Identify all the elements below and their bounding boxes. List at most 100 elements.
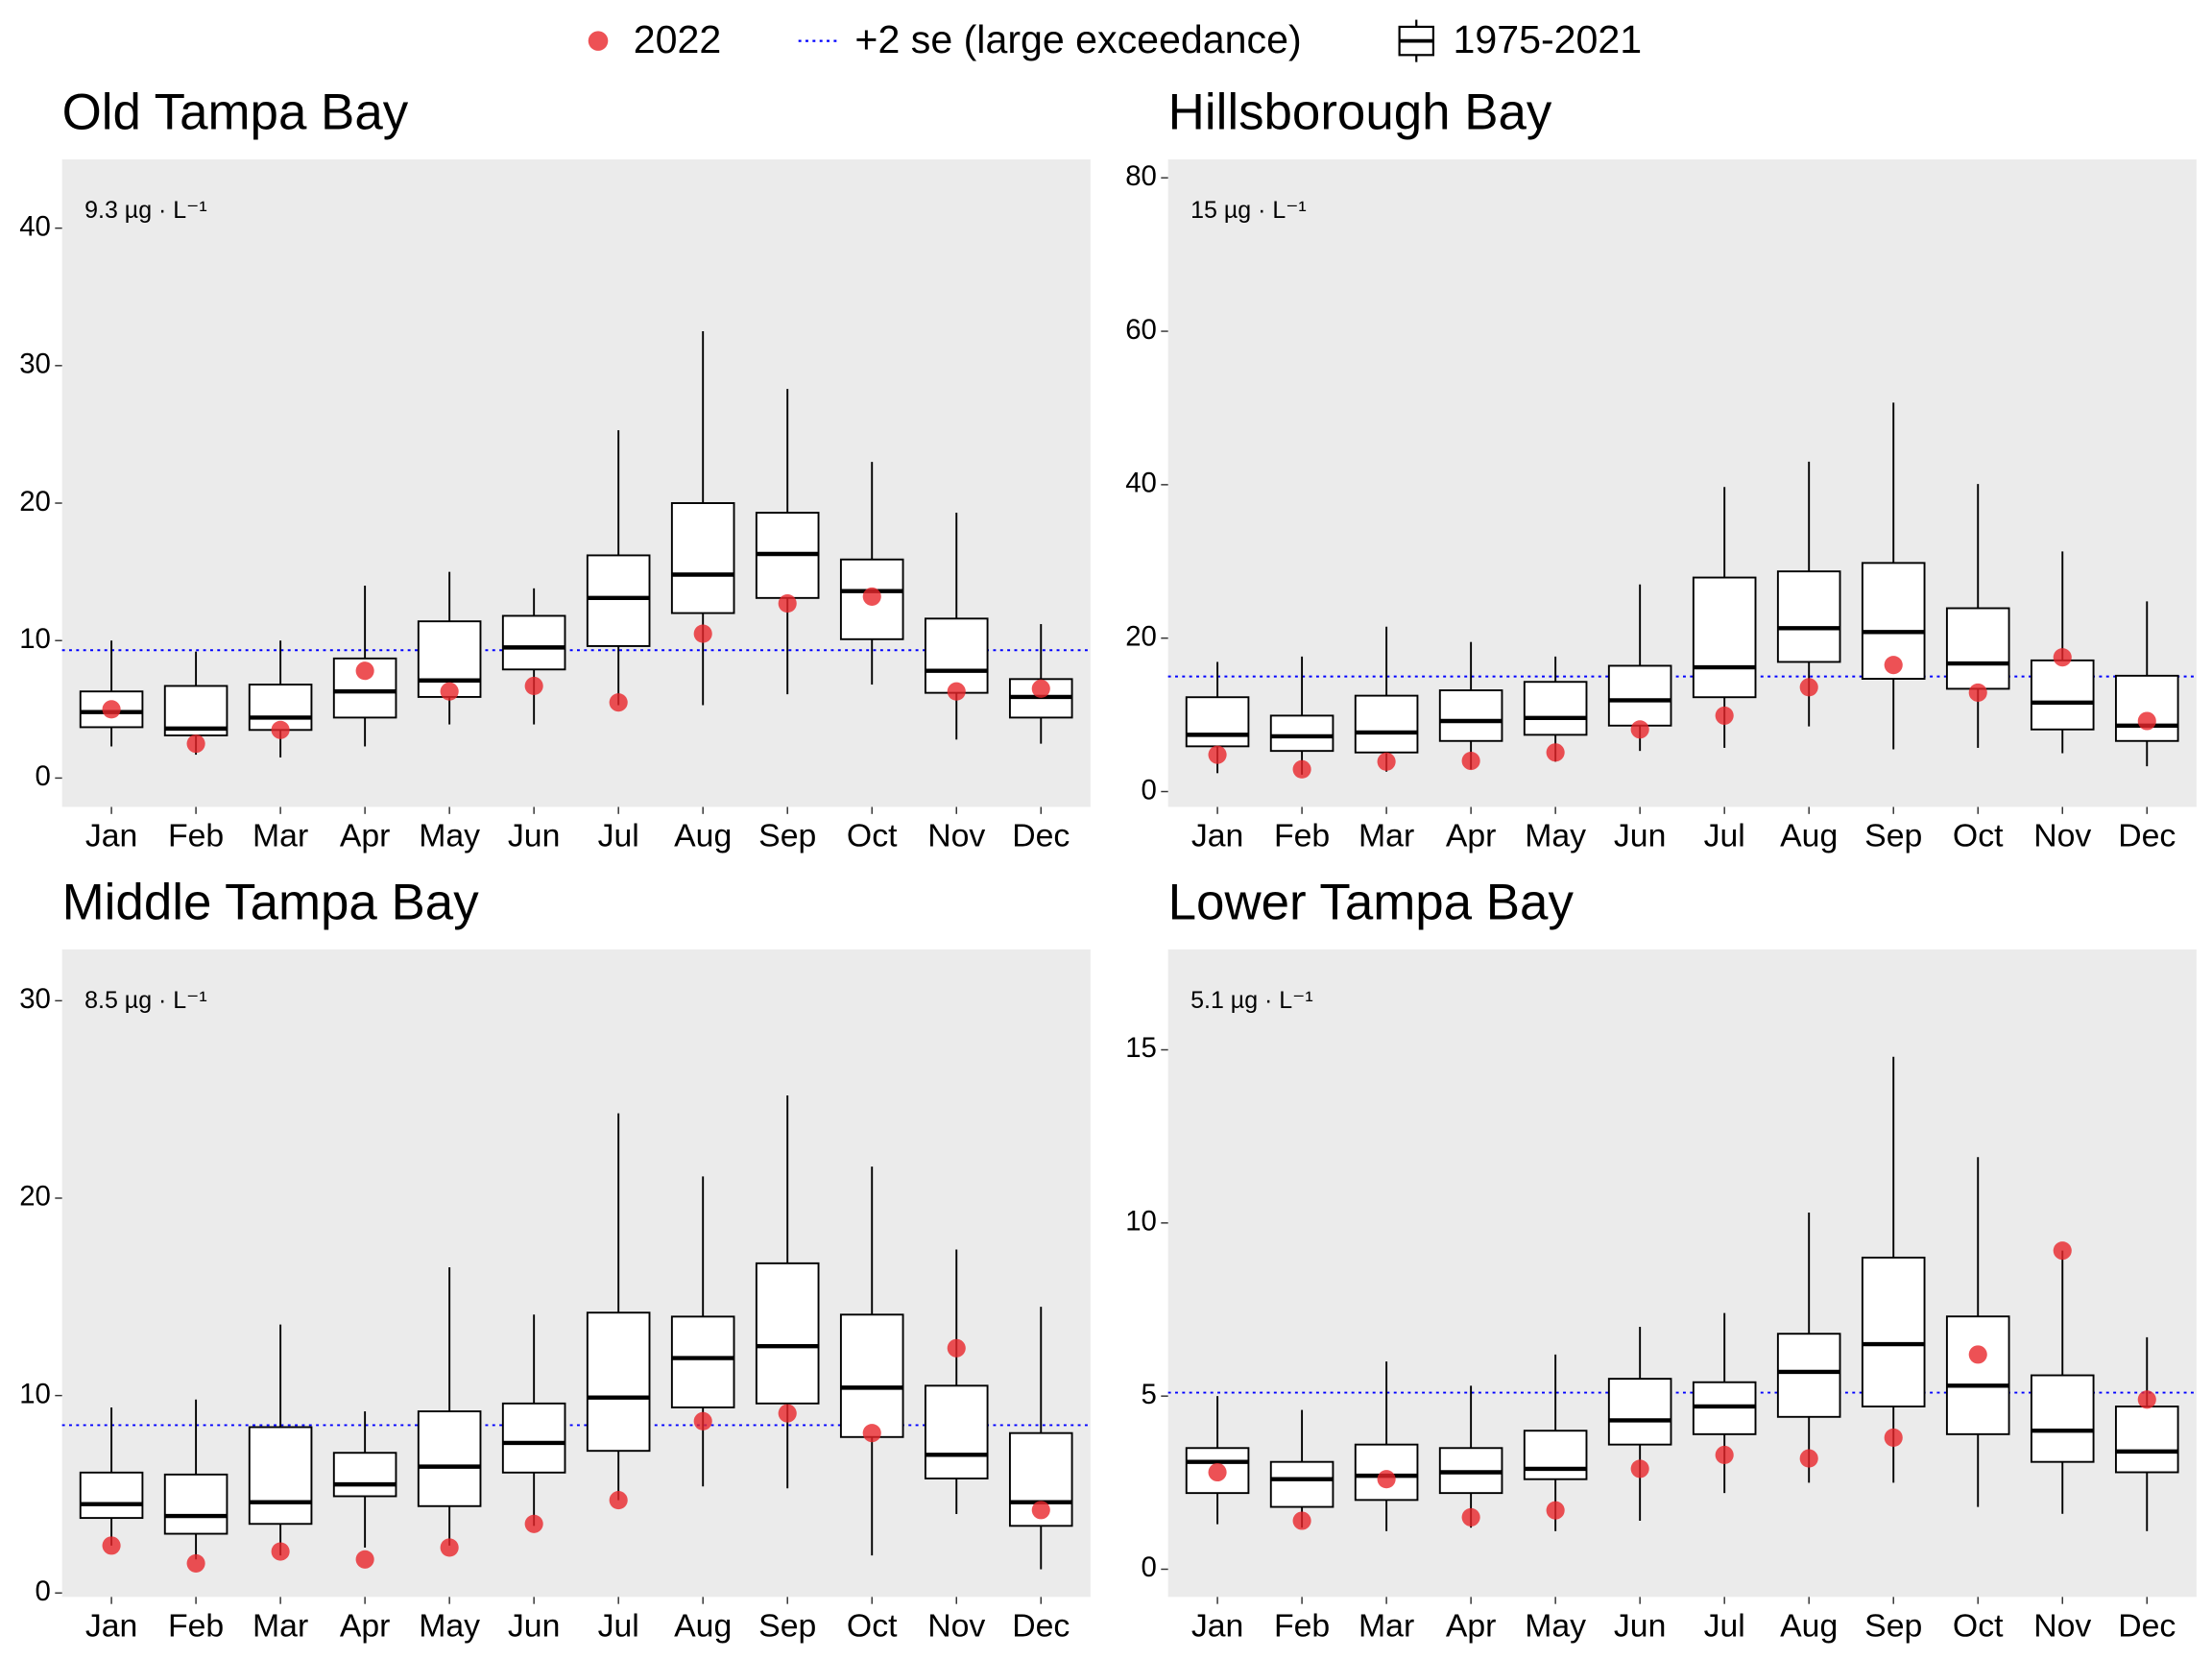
x-tick-label: Oct <box>1953 818 2004 854</box>
point-2022 <box>2137 711 2156 731</box>
x-tick-label: Jul <box>598 1608 639 1645</box>
point-2022 <box>1799 678 1818 697</box>
point-2022 <box>1799 1449 1818 1468</box>
x-tick-label: Feb <box>168 1608 224 1645</box>
box <box>586 1311 651 1453</box>
point-2022 <box>1292 759 1311 779</box>
point-2022 <box>609 693 628 712</box>
y-tick-label: 10 <box>1125 1206 1157 1238</box>
x-tick-label: Nov <box>2033 1608 2091 1645</box>
point-2022 <box>862 1424 881 1443</box>
x-tick-label: Dec <box>1012 818 1070 854</box>
x-tick-label: Apr <box>340 1608 391 1645</box>
panel: Hillsborough Bay 0 20 40 60 80 15 µg · L⁻¹ Jan F… <box>1125 84 2197 854</box>
y-tick-label: 15 <box>1125 1032 1157 1064</box>
point-2022 <box>440 682 459 701</box>
x-tick-label: Apr <box>1446 818 1497 854</box>
x-tick-label: May <box>419 818 480 854</box>
y-tick-label: 20 <box>19 1181 51 1213</box>
panel-title: Middle Tampa Bay <box>62 874 480 930</box>
threshold-label: 5.1 µg · L⁻¹ <box>1190 987 1313 1014</box>
threshold-label: 9.3 µg · L⁻¹ <box>84 197 206 224</box>
x-tick-label: Jan <box>1191 818 1243 854</box>
point-2022 <box>1461 751 1480 771</box>
x-tick-label: Jan <box>1191 1608 1243 1645</box>
point-2022 <box>1715 1445 1734 1465</box>
y-tick-label: 20 <box>19 486 51 517</box>
legend-marker <box>588 31 609 51</box>
box <box>1269 714 1334 753</box>
x-tick-label: Jul <box>598 818 639 854</box>
x-tick-label: Oct <box>847 1608 898 1645</box>
box <box>1607 664 1672 727</box>
x-tick-label: Aug <box>674 818 732 854</box>
point-2022 <box>1031 679 1050 698</box>
panel: Lower Tampa Bay 0 5 10 15 5.1 µg · L⁻¹ Jan Feb M… <box>1125 874 2197 1645</box>
point-2022 <box>2053 648 2072 667</box>
box <box>670 1315 735 1408</box>
x-tick-label: Dec <box>2118 1608 2176 1645</box>
x-tick-label: Feb <box>1274 1608 1330 1645</box>
point-2022 <box>947 682 966 701</box>
x-tick-label: Aug <box>1780 818 1838 854</box>
box <box>2030 1374 2095 1463</box>
x-tick-label: Nov <box>927 1608 985 1645</box>
point-2022 <box>1884 656 1903 675</box>
box <box>1523 1430 1588 1480</box>
box <box>1861 562 1926 680</box>
box <box>1776 570 1841 663</box>
panel-title: Lower Tampa Bay <box>1168 874 1575 930</box>
box <box>839 1313 904 1438</box>
x-tick-label: Aug <box>674 1608 732 1645</box>
x-tick-label: Sep <box>1864 818 1922 854</box>
y-tick-label: 30 <box>19 983 51 1015</box>
y-tick-label: 20 <box>1125 620 1157 652</box>
y-tick-label: 10 <box>19 623 51 655</box>
x-tick-label: Sep <box>1864 1608 1922 1645</box>
x-tick-label: Jun <box>508 1608 560 1645</box>
box <box>1438 689 1503 742</box>
x-tick-label: May <box>1525 818 1586 854</box>
box <box>1692 576 1757 699</box>
point-2022 <box>271 720 290 739</box>
y-tick-label: 0 <box>1142 774 1157 805</box>
x-tick-label: Jan <box>85 818 137 854</box>
x-tick-label: Mar <box>1358 818 1414 854</box>
legend-label: 2022 <box>634 17 722 61</box>
point-2022 <box>2053 1241 2072 1261</box>
x-tick-label: Mar <box>1358 1608 1414 1645</box>
point-2022 <box>186 734 205 754</box>
y-tick-label: 80 <box>1125 160 1157 192</box>
y-tick-label: 0 <box>1142 1551 1157 1583</box>
panel-background <box>1167 159 2197 807</box>
x-tick-label: Jun <box>1614 1608 1666 1645</box>
box <box>2114 1406 2179 1474</box>
x-tick-label: Jan <box>85 1608 137 1645</box>
point-2022 <box>1377 1470 1396 1489</box>
threshold-label: 15 µg · L⁻¹ <box>1190 197 1307 224</box>
x-tick-label: Sep <box>758 818 816 854</box>
y-tick-label: 40 <box>1125 468 1157 499</box>
box <box>501 1402 566 1474</box>
point-2022 <box>271 1542 290 1561</box>
x-tick-label: Jun <box>1614 818 1666 854</box>
panel-title: Old Tampa Bay <box>62 84 409 140</box>
x-tick-label: May <box>1525 1608 1586 1645</box>
x-tick-label: Mar <box>252 1608 308 1645</box>
box <box>1354 694 1419 754</box>
x-tick-label: Aug <box>1780 1608 1838 1645</box>
x-tick-label: Dec <box>1012 1608 1070 1645</box>
y-tick-label: 30 <box>19 349 51 380</box>
point-2022 <box>440 1538 459 1557</box>
point-2022 <box>862 587 881 606</box>
box <box>755 1262 820 1405</box>
box <box>1185 696 1250 748</box>
box <box>79 1471 144 1520</box>
y-tick-label: 40 <box>19 210 51 242</box>
point-2022 <box>1461 1507 1480 1527</box>
point-2022 <box>102 1536 121 1555</box>
point-2022 <box>1546 1501 1565 1520</box>
point-2022 <box>609 1491 628 1510</box>
point-2022 <box>1630 720 1649 739</box>
